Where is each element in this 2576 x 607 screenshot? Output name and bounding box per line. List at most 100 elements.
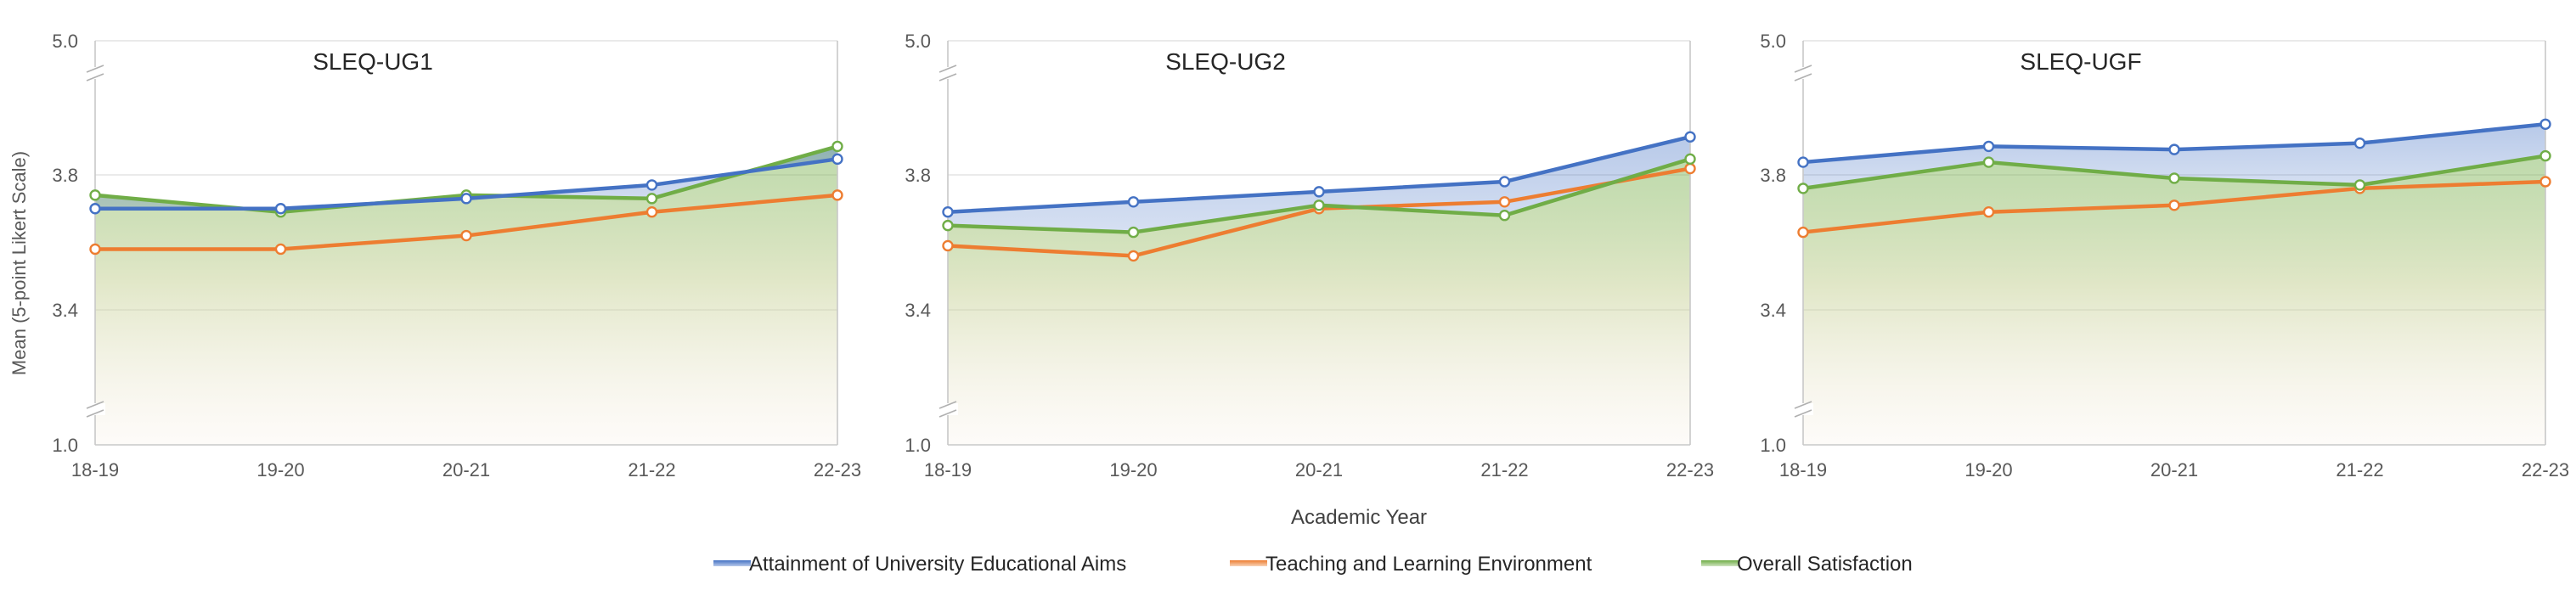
y-tick-label: 5.0 [905,31,931,52]
legend-swatch [713,560,751,566]
axis-break-mark [86,401,104,409]
area-fill-attainment [948,137,1690,233]
y-tick-label: 3.4 [1760,300,1786,321]
y-axis-label: Mean (5-point Likert Scale) [8,151,30,375]
axis-break-gap [85,403,105,415]
legend-label: Overall Satisfaction [1737,553,1913,576]
chart-panels: 5.0 3.8 3.4 1.0 18-19 19-20 20-21 21-22 22-23 SLE… [52,31,2569,481]
data-point [2539,149,2551,162]
x-tick-label: 19-20 [1109,459,1157,481]
x-axis-label: Academic Year [1291,506,1427,529]
legend-item-3: Overall Satisfaction [1701,553,1913,576]
data-point [89,203,101,215]
data-point [1498,196,1511,208]
y-tick-label: 3.8 [905,165,931,186]
x-tick-label: 21-22 [1480,459,1528,481]
data-point [1313,186,1325,198]
x-tick-label: 22-23 [814,459,861,481]
data-point [2353,179,2366,191]
data-point [1797,226,1809,239]
data-point [645,179,658,191]
y-tick-label: 3.8 [52,165,78,186]
area-fill-satisfaction [95,146,837,445]
data-point [2168,200,2180,211]
data-point [1127,226,1140,239]
data-point [274,243,287,256]
data-point [942,219,954,232]
chart-panel-2: 5.0 3.8 3.4 1.0 18-19 19-20 20-21 21-22 22-23 SLE… [905,31,1714,481]
axis-break-mark [1794,401,1812,409]
legend-label: Teaching and Learning Environment [1265,553,1592,576]
data-point [1313,200,1325,211]
data-point [2539,118,2551,130]
data-point [942,206,954,218]
data-point [460,229,472,242]
legend-label: Attainment of University Educational Aim… [749,553,1126,576]
x-tick-label: 18-19 [924,459,972,481]
axis-break-gap [1793,403,1813,415]
data-point [1498,176,1511,188]
data-point [831,140,843,153]
y-tick-label: 1.0 [905,435,931,456]
axis-break-mark [86,73,104,81]
legend-swatch [1230,560,1267,566]
y-tick-label: 1.0 [1760,435,1786,456]
y-tick-label: 5.0 [1760,31,1786,52]
x-tick-label: 22-23 [1666,459,1714,481]
data-point [1684,153,1696,166]
data-point [1684,131,1696,143]
axis-break-mark [86,65,104,73]
x-tick-label: 19-20 [256,459,304,481]
legend: Attainment of University Educational Aim… [713,553,1913,576]
data-point [1982,206,1995,218]
axis-break-mark [939,65,957,73]
area-fill-satisfaction [1803,155,2545,445]
data-point [942,239,954,252]
data-point [460,193,472,205]
axis-break-gap [938,67,958,79]
data-point [89,243,101,256]
chart-panel-3: 5.0 3.8 3.4 1.0 18-19 19-20 20-21 21-22 22-23 SLE… [1760,31,2569,481]
data-point [2353,137,2366,149]
x-tick-label: 21-22 [628,459,675,481]
data-point [1684,162,1696,175]
x-tick-label: 20-21 [2150,459,2198,481]
x-tick-label: 19-20 [1964,459,2012,481]
legend-swatch [1701,560,1739,566]
data-point [1982,140,1995,153]
axis-break-gap [85,67,105,79]
data-point [645,206,658,218]
legend-item-2: Teaching and Learning Environment [1230,553,1592,576]
data-point [1797,183,1809,194]
y-tick-label: 3.4 [52,300,78,321]
legend-item-1: Attainment of University Educational Aim… [713,553,1126,576]
axis-break-mark [939,409,957,418]
chart-title: SLEQ-UG2 [1165,48,1286,75]
area-fill-satisfaction [948,159,1690,446]
data-point [2168,143,2180,155]
data-point [645,193,658,205]
x-tick-label: 20-21 [1295,459,1343,481]
data-point [1127,196,1140,208]
x-tick-label: 18-19 [71,459,119,481]
y-tick-label: 3.8 [1760,165,1786,186]
data-point [1498,209,1511,222]
data-point [2539,176,2551,188]
data-point [2168,172,2180,184]
x-tick-label: 20-21 [442,459,490,481]
data-point [274,203,287,215]
axis-break-gap [1793,67,1813,79]
x-tick-label: 18-19 [1779,459,1827,481]
axis-break-mark [86,409,104,418]
area-fill-attainment [1803,124,2545,188]
chart-title: SLEQ-UGF [2020,48,2141,75]
axis-break-gap [938,403,958,415]
y-tick-label: 3.4 [905,300,931,321]
data-point [831,153,843,166]
data-point [1797,156,1809,168]
data-point [1127,250,1140,262]
x-tick-label: 22-23 [2522,459,2569,481]
chart-panel-1: 5.0 3.8 3.4 1.0 18-19 19-20 20-21 21-22 22-23 SLE… [52,31,861,481]
axis-break-mark [939,401,957,409]
